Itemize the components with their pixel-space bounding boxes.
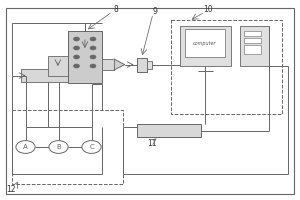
Bar <box>21 69 75 82</box>
Circle shape <box>74 64 80 68</box>
Circle shape <box>90 37 96 41</box>
Text: B: B <box>56 144 61 150</box>
Text: C: C <box>89 144 94 150</box>
Text: 10: 10 <box>204 5 213 14</box>
Bar <box>12 110 123 184</box>
Bar <box>244 45 261 54</box>
Bar <box>48 56 68 76</box>
Text: 11: 11 <box>147 140 156 148</box>
Bar <box>102 59 114 70</box>
Bar <box>240 26 268 66</box>
Circle shape <box>74 55 80 59</box>
Text: 9: 9 <box>153 6 158 16</box>
Circle shape <box>82 141 101 153</box>
Text: computer: computer <box>193 40 217 46</box>
Circle shape <box>49 141 68 153</box>
Bar <box>68 31 102 83</box>
Circle shape <box>90 55 96 59</box>
Bar <box>136 124 201 137</box>
Bar <box>244 38 261 43</box>
Bar <box>184 29 225 57</box>
Text: A: A <box>23 144 28 150</box>
Circle shape <box>16 141 35 153</box>
Polygon shape <box>114 59 124 70</box>
Text: 12: 12 <box>7 184 16 194</box>
Text: 8: 8 <box>113 4 118 14</box>
Bar <box>180 26 231 66</box>
Circle shape <box>74 46 80 50</box>
Circle shape <box>90 46 96 50</box>
Circle shape <box>74 37 80 41</box>
Bar <box>136 58 147 72</box>
Bar <box>147 61 152 69</box>
Circle shape <box>90 64 96 68</box>
Bar <box>244 31 261 36</box>
Bar <box>171 20 282 114</box>
